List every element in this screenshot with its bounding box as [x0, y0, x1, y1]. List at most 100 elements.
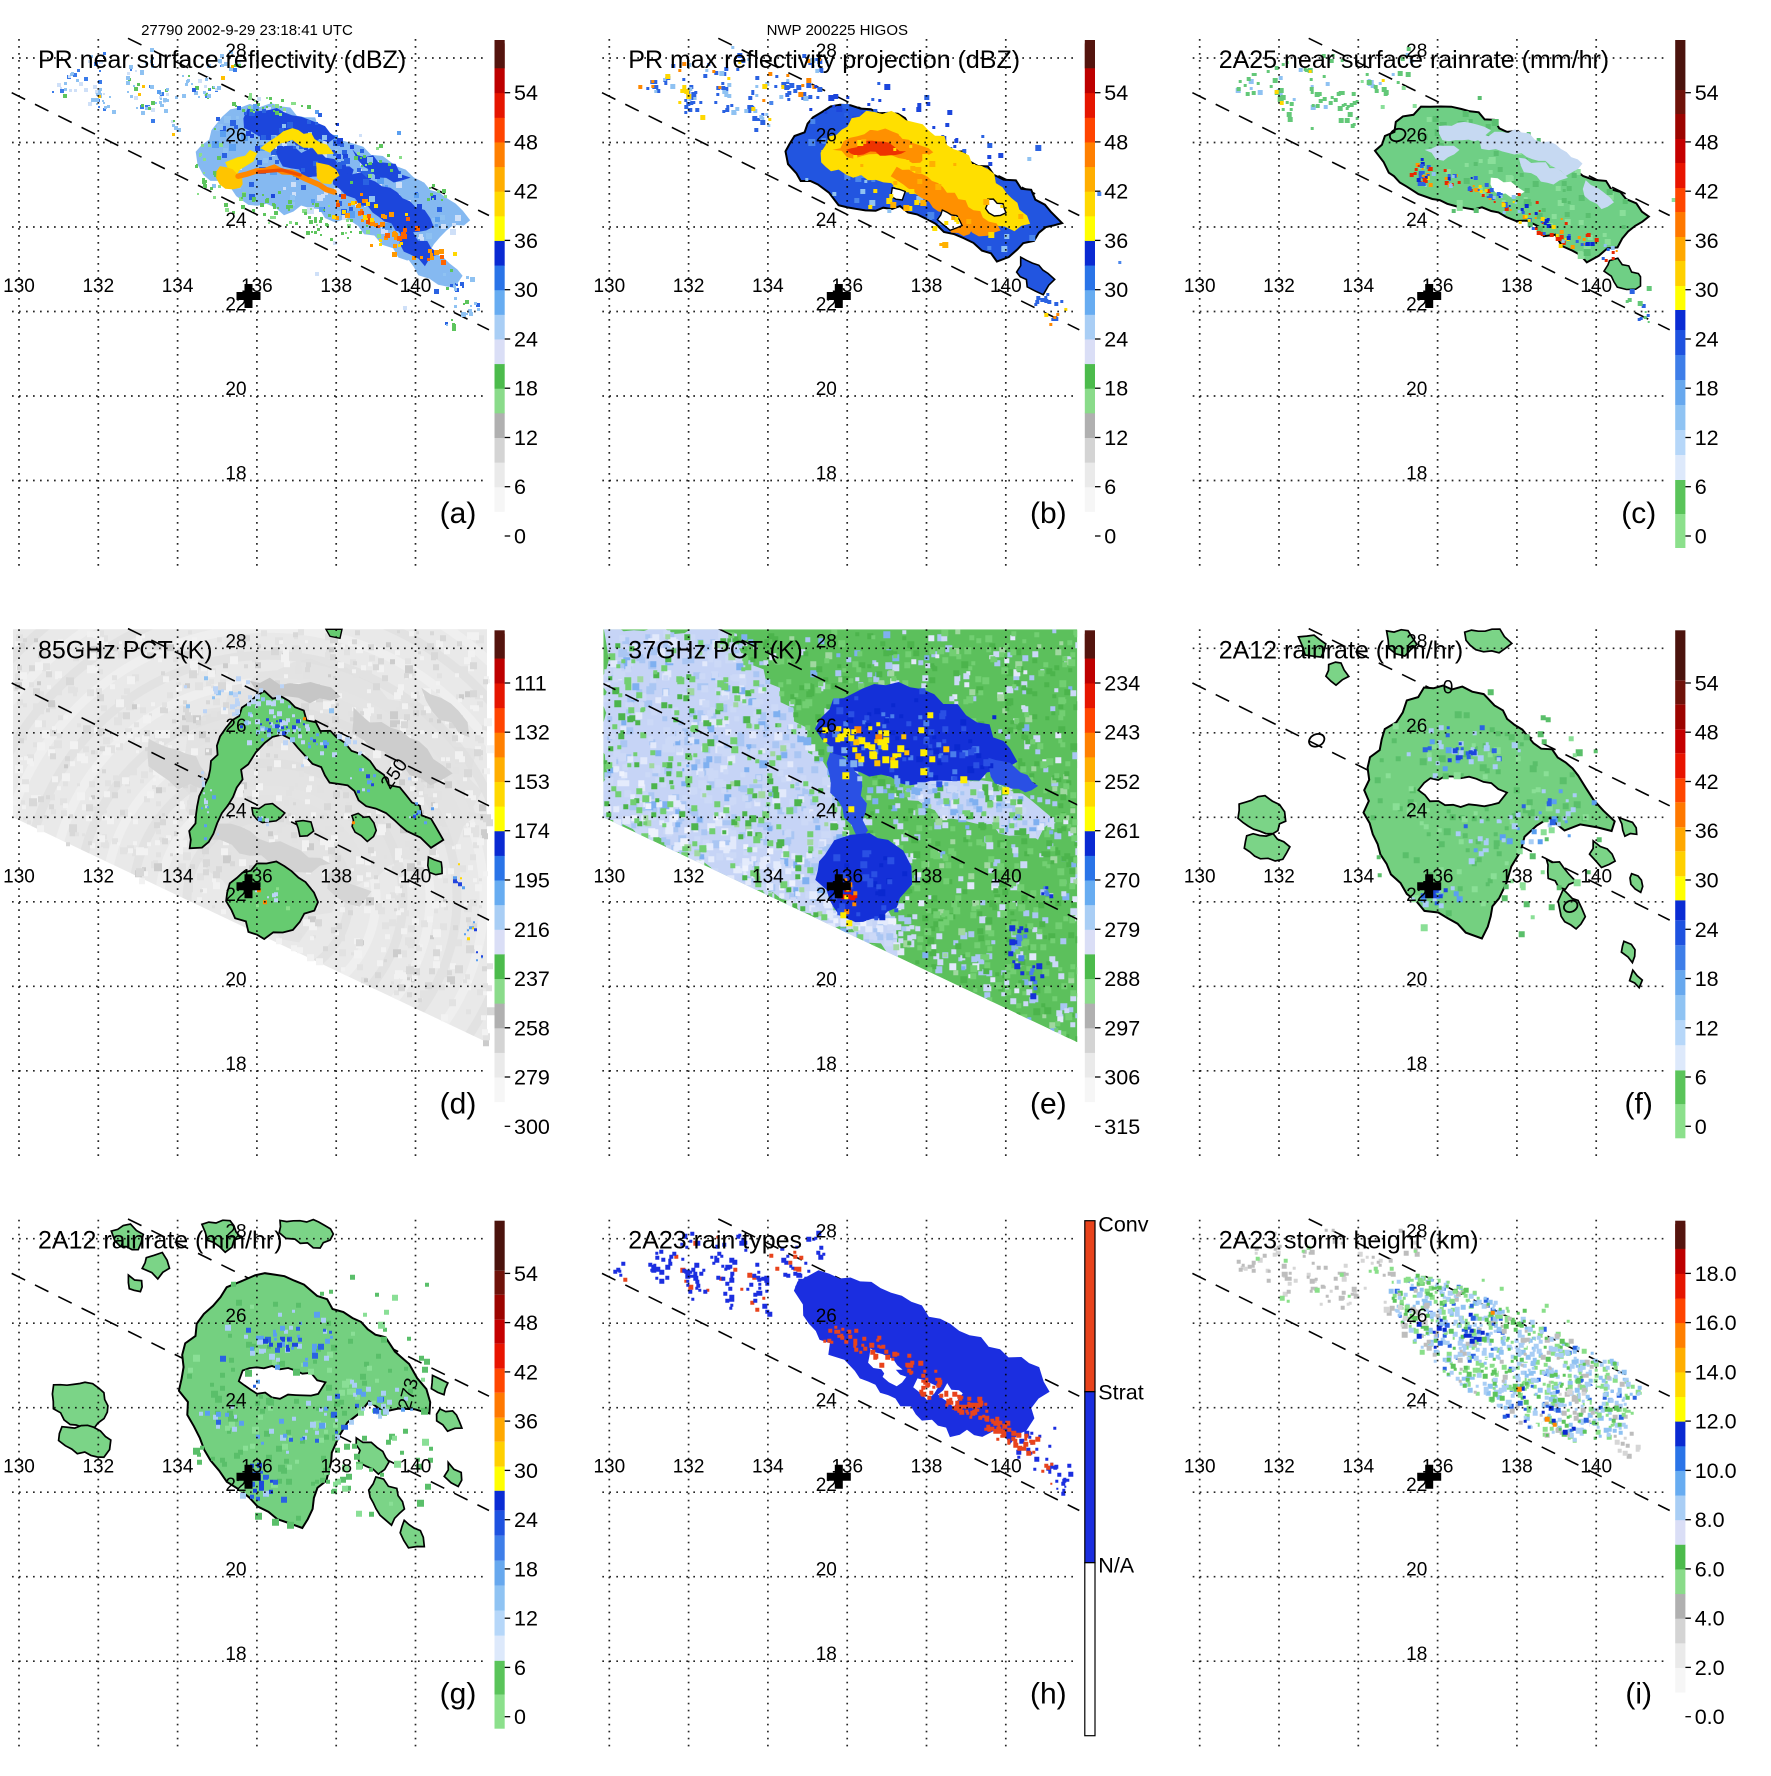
svg-text:(b): (b): [1030, 497, 1067, 530]
svg-text:26: 26: [225, 1306, 246, 1327]
svg-text:12.0: 12.0: [1695, 1410, 1737, 1434]
svg-text:130: 130: [1184, 866, 1216, 887]
svg-text:134: 134: [752, 1457, 784, 1478]
svg-text:54: 54: [514, 81, 538, 105]
svg-text:22: 22: [816, 1475, 837, 1496]
svg-text:138: 138: [911, 866, 943, 887]
svg-text:54: 54: [1695, 81, 1719, 105]
svg-text:6: 6: [514, 475, 526, 499]
svg-text:279: 279: [1104, 918, 1140, 942]
svg-text:132: 132: [673, 866, 705, 887]
svg-text:0: 0: [1695, 1115, 1707, 1139]
svg-text:22: 22: [1406, 295, 1427, 316]
svg-text:20: 20: [816, 969, 837, 990]
svg-text:18: 18: [514, 1557, 538, 1581]
svg-text:(g): (g): [440, 1678, 477, 1711]
svg-text:0.0: 0.0: [1695, 1705, 1725, 1729]
svg-text:PR max reflectivity projection: PR max reflectivity projection (dBZ): [628, 46, 1020, 74]
svg-text:28: 28: [225, 631, 246, 652]
svg-text:28: 28: [1406, 1222, 1427, 1243]
svg-text:216: 216: [514, 918, 550, 942]
svg-text:130: 130: [593, 1457, 625, 1478]
svg-text:130: 130: [593, 276, 625, 297]
svg-text:Conv: Conv: [1098, 1213, 1148, 1237]
svg-text:140: 140: [1580, 866, 1612, 887]
svg-text:2A12 rainrate (mm/hr): 2A12 rainrate (mm/hr): [38, 1227, 283, 1255]
svg-text:136: 136: [1422, 276, 1454, 297]
svg-text:22: 22: [1406, 1475, 1427, 1496]
svg-text:138: 138: [1501, 276, 1533, 297]
svg-text:2A23 storm height (km): 2A23 storm height (km): [1219, 1227, 1479, 1255]
svg-text:24: 24: [1406, 800, 1428, 821]
svg-text:138: 138: [911, 276, 943, 297]
svg-text:130: 130: [3, 866, 35, 887]
svg-text:(c): (c): [1621, 497, 1656, 530]
svg-text:315: 315: [1104, 1115, 1140, 1139]
svg-text:18.0: 18.0: [1695, 1262, 1737, 1286]
svg-text:136: 136: [241, 276, 273, 297]
svg-text:12: 12: [1104, 426, 1128, 450]
svg-text:4.0: 4.0: [1695, 1607, 1725, 1631]
svg-text:136: 136: [831, 866, 863, 887]
svg-text:134: 134: [162, 1457, 194, 1478]
svg-text:30: 30: [514, 278, 538, 302]
svg-text:138: 138: [320, 276, 352, 297]
svg-text:140: 140: [990, 1457, 1022, 1478]
svg-text:48: 48: [1695, 130, 1719, 154]
svg-text:14.0: 14.0: [1695, 1360, 1737, 1384]
svg-text:132: 132: [82, 866, 114, 887]
svg-text:288: 288: [1104, 967, 1140, 991]
svg-text:36: 36: [514, 229, 538, 253]
svg-text:18: 18: [1104, 377, 1128, 401]
svg-text:42: 42: [1695, 180, 1719, 204]
svg-text:24: 24: [225, 800, 247, 821]
svg-text:6: 6: [1104, 475, 1116, 499]
svg-text:36: 36: [1104, 229, 1128, 253]
svg-text:(d): (d): [440, 1087, 477, 1120]
svg-text:42: 42: [1104, 180, 1128, 204]
svg-text:10.0: 10.0: [1695, 1459, 1737, 1483]
svg-text:22: 22: [225, 1475, 246, 1496]
svg-text:134: 134: [1342, 276, 1374, 297]
svg-text:28: 28: [816, 631, 837, 652]
svg-text:42: 42: [1695, 770, 1719, 794]
svg-text:24: 24: [1406, 1391, 1428, 1412]
svg-text:24: 24: [816, 210, 838, 231]
svg-text:130: 130: [1184, 276, 1216, 297]
svg-text:20: 20: [225, 1560, 246, 1581]
svg-text:42: 42: [514, 180, 538, 204]
svg-text:138: 138: [320, 1457, 352, 1478]
svg-text:130: 130: [3, 276, 35, 297]
svg-text:140: 140: [400, 1457, 432, 1478]
svg-text:22: 22: [1406, 885, 1427, 906]
svg-text:132: 132: [514, 721, 550, 745]
svg-text:24: 24: [1406, 210, 1428, 231]
svg-text:132: 132: [82, 1457, 114, 1478]
svg-text:138: 138: [1501, 866, 1533, 887]
svg-text:174: 174: [514, 819, 550, 843]
svg-text:258: 258: [514, 1016, 550, 1040]
svg-text:24: 24: [816, 800, 838, 821]
svg-text:22: 22: [225, 885, 246, 906]
svg-text:28: 28: [1406, 631, 1427, 652]
svg-text:234: 234: [1104, 672, 1140, 696]
svg-text:24: 24: [514, 1508, 538, 1532]
svg-text:24: 24: [1695, 328, 1719, 352]
svg-text:132: 132: [1263, 866, 1295, 887]
svg-text:140: 140: [400, 866, 432, 887]
svg-text:20: 20: [1406, 379, 1427, 400]
svg-text:28: 28: [816, 41, 837, 62]
svg-text:24: 24: [514, 328, 538, 352]
svg-text:30: 30: [1695, 869, 1719, 893]
svg-text:140: 140: [990, 276, 1022, 297]
svg-text:195: 195: [514, 869, 550, 893]
svg-text:134: 134: [1342, 1457, 1374, 1478]
svg-text:306: 306: [1104, 1066, 1140, 1090]
svg-text:0: 0: [514, 525, 526, 549]
svg-text:300: 300: [514, 1115, 550, 1139]
svg-text:136: 136: [241, 866, 273, 887]
svg-text:26: 26: [816, 716, 837, 737]
svg-text:26: 26: [1406, 126, 1427, 147]
svg-text:54: 54: [1695, 672, 1719, 696]
svg-text:261: 261: [1104, 819, 1140, 843]
